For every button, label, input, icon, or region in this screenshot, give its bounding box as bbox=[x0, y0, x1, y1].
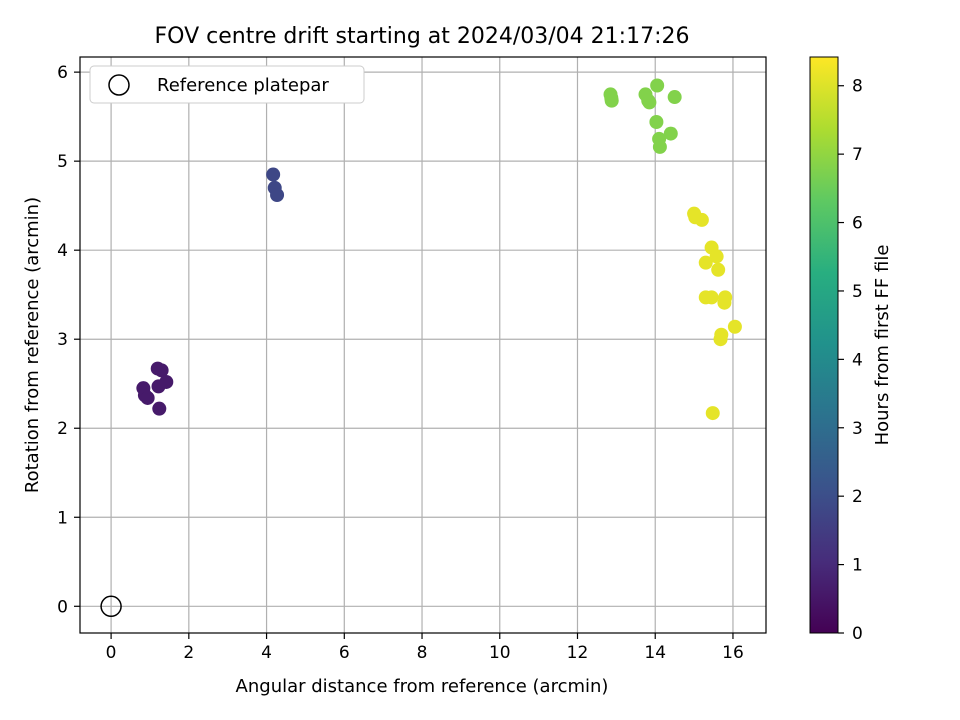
data-point bbox=[159, 374, 174, 389]
data-point bbox=[641, 93, 656, 108]
legend-box bbox=[89, 65, 365, 104]
data-point bbox=[270, 187, 285, 202]
colorbar-tick-label: 2 bbox=[852, 487, 863, 507]
y-tick-label: 4 bbox=[57, 241, 68, 261]
y-tick-label: 0 bbox=[57, 597, 68, 617]
chart-title: FOV centre drift starting at 2024/03/04 … bbox=[155, 24, 690, 49]
y-tick-label: 3 bbox=[57, 330, 68, 350]
data-point bbox=[140, 390, 155, 405]
data-points bbox=[100, 78, 742, 618]
y-tick-label: 6 bbox=[57, 63, 68, 83]
colorbar-tick-label: 4 bbox=[852, 350, 863, 370]
data-point bbox=[266, 167, 281, 182]
x-tick-label: 6 bbox=[339, 643, 350, 663]
data-point bbox=[727, 319, 742, 334]
data-point bbox=[709, 249, 724, 264]
data-point bbox=[717, 295, 732, 310]
data-point bbox=[698, 255, 713, 270]
x-axis-label: Angular distance from reference (arcmin) bbox=[236, 676, 609, 697]
data-point bbox=[704, 290, 719, 305]
colorbar-label: Hours from first FF file bbox=[872, 245, 893, 446]
colorbar-gradient bbox=[809, 56, 839, 634]
reference-marker bbox=[100, 595, 122, 618]
y-tick-label: 1 bbox=[57, 508, 68, 528]
data-point bbox=[604, 93, 619, 108]
colorbar-tick-label: 5 bbox=[852, 282, 863, 302]
colorbar-ticks: 0 1 2 3 4 5 6 7 8 bbox=[838, 77, 863, 644]
data-point bbox=[649, 114, 664, 129]
data-point bbox=[652, 139, 667, 154]
colorbar-tick-label: 8 bbox=[852, 77, 863, 97]
x-tick-label: 8 bbox=[417, 643, 428, 663]
x-tick-label: 14 bbox=[644, 643, 666, 663]
x-tick-label: 0 bbox=[106, 643, 117, 663]
legend: Reference platepar bbox=[89, 65, 365, 104]
colorbar-tick-label: 3 bbox=[852, 419, 863, 439]
colorbar: 0 1 2 3 4 5 6 7 8 Hours from first FF file bbox=[809, 56, 893, 644]
plot-frame bbox=[79, 56, 767, 634]
data-point bbox=[663, 126, 678, 141]
data-point bbox=[694, 212, 709, 227]
x-tick-label: 10 bbox=[489, 643, 511, 663]
x-tick-label: 12 bbox=[567, 643, 589, 663]
colorbar-tick-label: 1 bbox=[852, 556, 863, 576]
data-point bbox=[650, 78, 665, 93]
legend-label: Reference platepar bbox=[157, 75, 329, 96]
colorbar-tick-label: 6 bbox=[852, 214, 863, 234]
colorbar-tick-label: 7 bbox=[852, 145, 863, 165]
colorbar-tick-label: 0 bbox=[852, 624, 863, 644]
y-axis-label: Rotation from reference (arcmin) bbox=[22, 197, 43, 493]
grid bbox=[80, 57, 766, 633]
data-point bbox=[154, 363, 169, 378]
data-point bbox=[705, 406, 720, 421]
x-tick-label: 16 bbox=[722, 643, 744, 663]
data-point bbox=[713, 332, 728, 347]
y-tick-label: 2 bbox=[57, 419, 68, 439]
x-tick-label: 2 bbox=[183, 643, 194, 663]
data-point bbox=[667, 90, 682, 105]
legend-marker bbox=[108, 74, 130, 96]
data-point bbox=[711, 262, 726, 277]
y-tick-label: 5 bbox=[57, 152, 68, 172]
x-tick-label: 4 bbox=[261, 643, 272, 663]
data-point bbox=[152, 401, 167, 416]
